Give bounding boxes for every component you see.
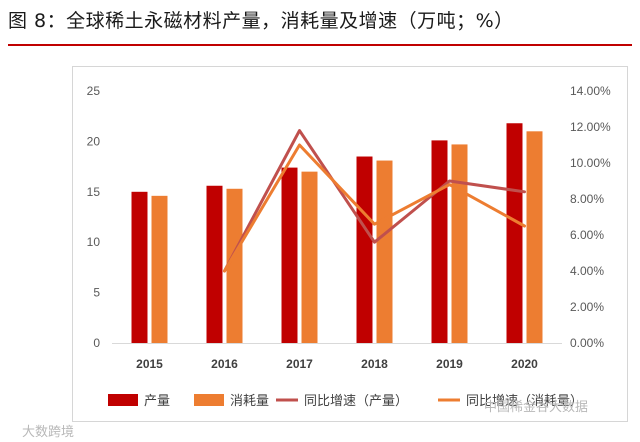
legend-consumption-label: 消耗量 xyxy=(230,394,269,409)
y-left-tick-label: 25 xyxy=(87,84,101,98)
y-right-tick-label: 10.00% xyxy=(570,156,611,170)
x-category-label: 2016 xyxy=(211,357,238,371)
production-growth-line xyxy=(223,129,526,273)
y-right-tick-label: 4.00% xyxy=(570,264,604,278)
y-right-tick-label: 12.00% xyxy=(570,120,611,134)
y-right-tick-label: 14.00% xyxy=(570,84,611,98)
production-bar xyxy=(431,140,448,343)
production-bar xyxy=(506,123,523,343)
consumption-bar xyxy=(526,131,543,343)
y-right-tick-label: 6.00% xyxy=(570,228,604,242)
consumption-growth-line xyxy=(223,143,526,273)
consumption-bar xyxy=(301,171,318,343)
x-category-label: 2015 xyxy=(136,357,163,371)
legend-production-growth-label: 同比增速（产量） xyxy=(304,394,408,409)
watermark-left: 大数跨境 xyxy=(22,425,74,440)
y-right-tick-label: 2.00% xyxy=(570,300,604,314)
production-bar xyxy=(356,156,373,343)
consumption-bar xyxy=(451,144,468,343)
x-category-label: 2020 xyxy=(511,357,538,371)
x-category-label: 2019 xyxy=(436,357,463,371)
x-category-label: 2018 xyxy=(361,357,388,371)
legend-consumption-swatch xyxy=(194,394,224,406)
legend-production-label: 产量 xyxy=(144,394,170,409)
legend-consumption-growth-label: 同比增速（消耗量） xyxy=(466,394,583,409)
production-bar xyxy=(131,191,148,343)
consumption-bar xyxy=(226,188,243,343)
y-right-tick-label: 8.00% xyxy=(570,192,604,206)
watermark-right: 中国稀金谷大数据 xyxy=(484,399,588,415)
y-left-tick-label: 20 xyxy=(87,134,101,148)
x-category-label: 2017 xyxy=(286,357,313,371)
production-bar xyxy=(281,167,298,343)
y-right-tick-label: 0.00% xyxy=(570,336,604,350)
title-rule xyxy=(8,44,632,46)
production-bar xyxy=(206,185,223,343)
y-left-tick-label: 0 xyxy=(93,336,100,350)
y-left-tick-label: 15 xyxy=(87,185,101,199)
y-left-tick-label: 10 xyxy=(87,235,101,249)
consumption-bar xyxy=(151,195,168,343)
figure-title: 图 8：全球稀土永磁材料产量，消耗量及增速（万吨；%） xyxy=(8,10,514,32)
legend-production-swatch xyxy=(108,394,138,406)
consumption-bar xyxy=(376,160,393,343)
y-left-tick-label: 5 xyxy=(93,286,100,300)
